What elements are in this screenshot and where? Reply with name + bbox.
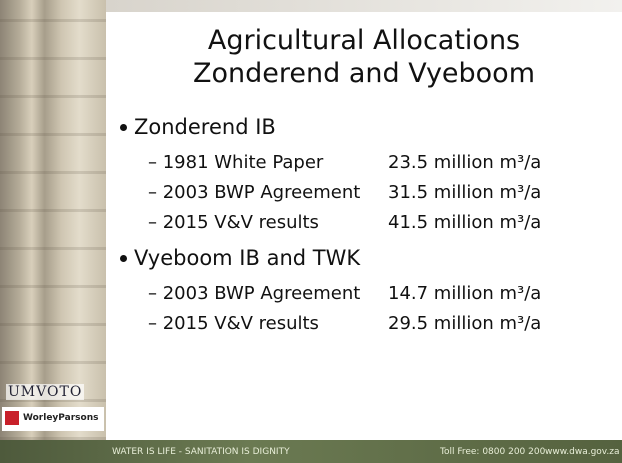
item-value: 41.5 million m³/a	[388, 212, 542, 233]
item-value: 29.5 million m³/a	[388, 313, 542, 334]
logo-text: WorleyParsons	[23, 413, 99, 423]
bullet-heading: Vyeboom IB and TWK	[119, 246, 361, 270]
item-value: 23.5 million m³/a	[388, 152, 542, 173]
item-label: – 2015 V&V results	[148, 212, 319, 233]
building-photo	[0, 0, 106, 440]
item-label: – 2003 BWP Agreement	[148, 283, 361, 304]
item-value: 14.7 million m³/a	[388, 283, 542, 304]
slide-title: Agricultural Allocations Zonderend and V…	[106, 24, 622, 90]
logo-mark	[5, 411, 19, 425]
footer-slogan: WATER IS LIFE - SANITATION IS DIGNITY	[112, 447, 290, 457]
footer: WATER IS LIFE - SANITATION IS DIGNITY To…	[0, 440, 622, 463]
worleyparsons-logo: WorleyParsons	[2, 407, 104, 431]
bullet-heading: Zonderend IB	[120, 115, 276, 139]
footer-website: www.dwa.gov.za	[545, 447, 620, 457]
footer-phone: Toll Free: 0800 200 200	[440, 447, 546, 457]
umvoto-logo: UMVOTO	[6, 384, 85, 400]
item-label: – 2015 V&V results	[148, 313, 319, 334]
item-value: 31.5 million m³/a	[388, 182, 542, 203]
title-line: Zonderend and Vyeboom	[192, 58, 536, 89]
title-line: Agricultural Allocations	[207, 25, 521, 56]
top-band	[106, 0, 622, 12]
item-label: – 2003 BWP Agreement	[148, 182, 361, 203]
item-label: – 1981 White Paper	[148, 152, 324, 173]
